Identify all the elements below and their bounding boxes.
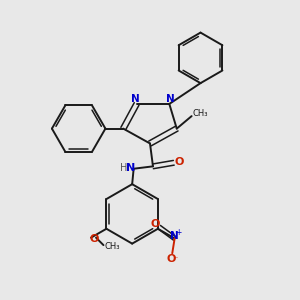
Text: O: O bbox=[166, 254, 176, 264]
Text: CH₃: CH₃ bbox=[104, 242, 119, 251]
Text: O: O bbox=[174, 157, 184, 167]
Text: O: O bbox=[150, 219, 159, 229]
Text: +: + bbox=[175, 228, 181, 237]
Text: N: N bbox=[167, 94, 175, 104]
Text: CH₃: CH₃ bbox=[192, 109, 208, 118]
Text: ⁻: ⁻ bbox=[173, 254, 177, 263]
Text: N: N bbox=[126, 163, 136, 172]
Text: O: O bbox=[89, 234, 99, 244]
Text: N: N bbox=[131, 94, 140, 104]
Text: N: N bbox=[170, 231, 179, 241]
Text: H: H bbox=[121, 163, 128, 172]
